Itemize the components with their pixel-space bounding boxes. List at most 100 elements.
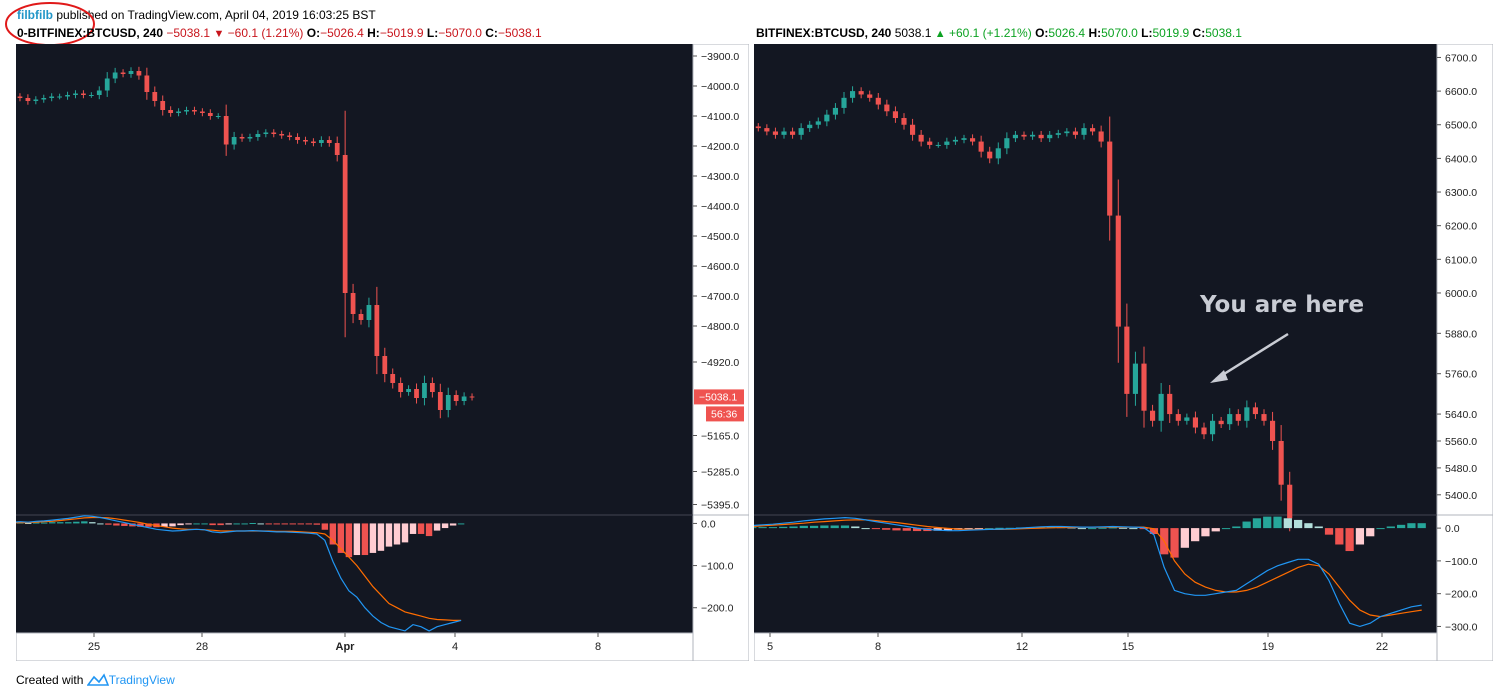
candle-body [160, 101, 166, 110]
macd-histogram-bar [169, 523, 176, 527]
macd-histogram-bar [1283, 518, 1292, 529]
candle-body [136, 71, 142, 76]
candle-body [1184, 417, 1190, 421]
candle-body [892, 111, 898, 119]
macd-histogram-bar [185, 523, 192, 525]
candle-body [366, 305, 372, 320]
annotation-arrow [1215, 332, 1289, 381]
candle-body [1150, 410, 1156, 421]
candle-body [200, 111, 205, 113]
macd-histogram-bar [273, 523, 280, 525]
candle-body [875, 97, 881, 105]
macd-histogram-bar [385, 523, 393, 547]
candle-body [944, 141, 950, 145]
candle-body [935, 144, 941, 146]
candle-body [390, 374, 396, 383]
macd-histogram-bar [33, 522, 40, 524]
author-name[interactable]: filbfilb [17, 8, 53, 22]
macd-histogram-bar [933, 528, 942, 531]
candle-body [918, 134, 924, 142]
candle-body [437, 392, 443, 410]
macd-histogram-bar [809, 525, 819, 529]
tradingview-logo-icon [86, 673, 109, 686]
right-close: 5038.1 [1205, 26, 1242, 40]
price-axis [1436, 44, 1493, 661]
macd-histogram-bar [305, 523, 313, 525]
macd-histogram-bar [1232, 526, 1241, 529]
candle-body [1244, 407, 1250, 421]
candle-body [1038, 134, 1044, 139]
candle-body [995, 148, 1001, 159]
macd-histogram-bar [449, 523, 457, 526]
candle-body [772, 131, 778, 135]
price-tick-label: −4100.0 [701, 111, 739, 123]
candle-body [279, 134, 285, 136]
candle-body [81, 93, 86, 95]
author-highlight-circle [5, 2, 95, 46]
macd-histogram-bar [329, 523, 337, 545]
price-tick-label: −4200.0 [701, 141, 739, 153]
right-low: 5019.9 [1152, 26, 1190, 40]
candle-body [120, 72, 126, 74]
macd-tick-label: −100.0 [701, 561, 734, 573]
candle-body [223, 116, 229, 145]
tradingview-brand[interactable]: TradingView [108, 673, 175, 687]
macd-histogram-bar [89, 522, 96, 524]
macd-histogram-bar [912, 528, 922, 532]
countdown-label: 56:36 [711, 408, 737, 420]
candle-body [824, 114, 830, 122]
candle-body [1004, 138, 1010, 149]
macd-histogram-bar [1149, 528, 1159, 535]
candle-body [781, 131, 787, 135]
macd-histogram-bar [137, 523, 144, 527]
right-symbol[interactable]: BITFINEX:BTCUSD, 240 [756, 26, 892, 40]
macd-histogram-bar [1201, 528, 1210, 537]
macd-histogram-bar [201, 523, 208, 525]
published-text: published on TradingView.com, April 04, … [56, 8, 376, 22]
candle-body [406, 389, 411, 392]
candle-body [798, 128, 804, 135]
macd-histogram-bar [321, 523, 329, 530]
price-tick-label: −4700.0 [701, 291, 739, 303]
macd-histogram-bar [1077, 528, 1086, 530]
price-tick-label: −4400.0 [701, 201, 739, 213]
candle-body [927, 141, 933, 145]
candle-body [295, 137, 300, 140]
candle-body [73, 93, 78, 95]
left-symbol[interactable]: 0-BITFINEX:BTCUSD, 240 [17, 26, 164, 40]
candle-body [1107, 141, 1113, 216]
macd-histogram-bar [377, 523, 385, 551]
candle-body [1158, 393, 1164, 421]
macd-histogram-bar [1221, 528, 1231, 530]
price-tick-label: 6600.0 [1445, 86, 1477, 98]
macd-histogram-bar [97, 523, 104, 525]
price-tick-label: 5880.0 [1445, 328, 1477, 340]
macd-histogram-bar [265, 523, 272, 525]
candle-body [884, 104, 890, 112]
candle-body [461, 396, 467, 401]
candle-body [430, 383, 435, 392]
price-tick-label: 6100.0 [1445, 254, 1477, 266]
candle-body [1021, 134, 1027, 137]
price-tick-label: 6700.0 [1445, 52, 1477, 64]
left-close: −5038.1 [497, 26, 542, 40]
candle-body [25, 98, 31, 101]
candle-body [1278, 440, 1284, 485]
macd-histogram-bar [49, 522, 56, 524]
macd-histogram-bar [225, 523, 232, 525]
price-tick-label: −4300.0 [701, 171, 739, 183]
candle-body [910, 124, 916, 135]
right-high: 5070.0 [1101, 26, 1138, 40]
right-chart[interactable]: 6700.0 6600.0 6500.0 6400.0 6300.0 6200.0 6100… [754, 44, 1493, 661]
macd-histogram-bar [57, 522, 64, 524]
macd-histogram-bar [1118, 527, 1128, 529]
candle-body [832, 107, 838, 115]
macd-histogram-bar [121, 523, 128, 526]
candle-body [867, 94, 873, 98]
left-change: −60.1 (1.21%) [227, 26, 304, 40]
candle-body [1081, 128, 1087, 135]
macd-histogram-bar [779, 526, 788, 529]
macd-histogram-bar [1191, 528, 1200, 542]
left-chart[interactable]: −3900.0 −4000.0 −4100.0 −4200.0 −4300.0 −4400… [16, 44, 749, 661]
candle-body [247, 137, 253, 139]
